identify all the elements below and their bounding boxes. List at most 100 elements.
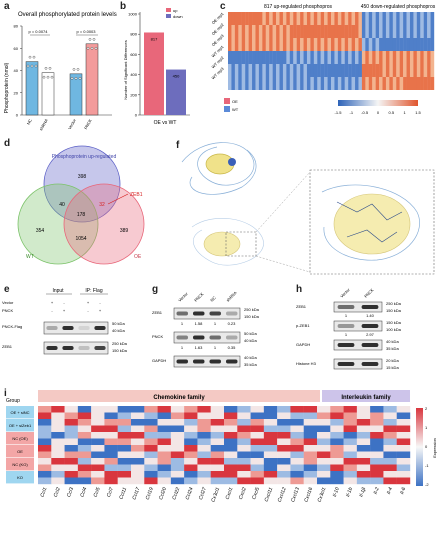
venn-label-wt: WT: [26, 254, 34, 260]
i-cell: [91, 471, 105, 478]
i-cell: [343, 464, 358, 472]
i-cell: [237, 412, 251, 420]
i-cell: [117, 419, 132, 426]
i-cell: [157, 445, 172, 452]
c-cell: [385, 25, 390, 38]
c-cell: [406, 64, 411, 77]
i-cell: [370, 438, 384, 446]
panel-b-legend-up: up: [173, 8, 178, 13]
i-cell: [77, 471, 92, 478]
i-cell: [210, 438, 225, 446]
c-cell: [365, 64, 369, 77]
i-cell: [184, 438, 198, 446]
c-cell: [293, 38, 297, 51]
i-cell: [383, 464, 397, 472]
c-cell: [255, 77, 260, 90]
c-cell: [361, 38, 366, 51]
c-cell: [403, 38, 407, 51]
panel-label-c: c: [220, 1, 226, 12]
h-blot-label: ZEB1: [296, 304, 307, 309]
i-cell: [370, 406, 384, 413]
i-cell: [131, 477, 145, 485]
c-cell: [351, 64, 356, 77]
i-cell: [290, 458, 304, 465]
g-lane-label: shRNA: [225, 290, 238, 303]
i-cell: [250, 451, 265, 459]
i-cell: [277, 445, 291, 452]
venn-circle-wt: [17, 183, 99, 265]
i-cell: [197, 451, 211, 459]
c-cell: [276, 12, 280, 25]
c-cell: [265, 25, 270, 38]
h-marker: 35 kDa: [386, 346, 399, 351]
c-cell: [279, 25, 284, 38]
i-gene-label: Ccl17: [132, 486, 142, 500]
i-cell: [370, 458, 384, 465]
g-band: [192, 335, 205, 340]
i-cell: [317, 477, 331, 485]
i-cell: [117, 425, 132, 433]
c-cell: [231, 12, 236, 25]
c-cell: [300, 77, 304, 90]
c-cell: [420, 77, 424, 90]
i-cell: [131, 412, 145, 420]
interleukin-family-label: Interleukin family: [341, 395, 391, 401]
i-cell: [104, 412, 118, 420]
c-cell: [385, 12, 390, 25]
g-marker: 150 kDa: [244, 314, 260, 319]
i-cell: [396, 425, 411, 433]
c-cell: [317, 77, 321, 90]
g-quant: 1.63: [195, 345, 204, 350]
i-cell: [250, 419, 265, 426]
c-cell: [416, 25, 421, 38]
a-point: [86, 46, 90, 50]
c-cell: [430, 12, 435, 25]
i-gene-label: Il-6: [399, 486, 407, 495]
c-cell: [269, 12, 273, 25]
c-cell: [327, 12, 332, 25]
i-cell: [104, 464, 118, 472]
c-cell: [317, 12, 321, 25]
a-point: [42, 75, 46, 79]
c-cell: [375, 12, 380, 25]
i-cell: [51, 451, 65, 459]
i-cell: [343, 406, 358, 413]
c-cell: [430, 64, 435, 77]
c-cell: [282, 51, 287, 64]
i-gene-label: Il-2: [373, 486, 381, 495]
panel-i-heatmap: Group Chemokine family Interleukin famil…: [6, 390, 437, 503]
g-blot-GAPDH: [173, 355, 241, 368]
c-cell: [231, 64, 236, 77]
i-cell: [303, 438, 318, 446]
c-cell: [293, 77, 297, 90]
i-row-group-label: NC (OE): [12, 436, 28, 441]
i-cell: [64, 419, 79, 426]
venn-top-wt: 40: [59, 202, 65, 208]
i-cell: [330, 471, 344, 478]
i-cell: [330, 419, 344, 426]
g-band: [192, 359, 205, 364]
c-cell: [416, 12, 421, 25]
h-band: [361, 305, 379, 309]
i-cell: [250, 425, 265, 433]
e-row-label: Vector: [2, 300, 14, 305]
i-row-group: [6, 419, 34, 432]
g-blot-PNCK: [173, 331, 241, 344]
i-cell: [263, 451, 278, 459]
i-cell: [38, 412, 52, 420]
i-colorbar-tick: 2: [425, 406, 428, 411]
c-cell: [358, 12, 363, 25]
c-cell: [392, 25, 397, 38]
i-cell: [157, 406, 172, 413]
i-cell: [64, 477, 79, 485]
c-cell: [351, 12, 356, 25]
i-cell: [396, 412, 411, 420]
i-cell: [277, 432, 291, 439]
i-cell: [330, 412, 344, 420]
h-band: [361, 343, 379, 347]
h-blot-GAPDH: [333, 339, 383, 351]
c-cell: [262, 38, 266, 51]
panel-c-header-up: 817 up-regulated phosphopros: [264, 4, 333, 10]
panel-b-bars: 817 450: [144, 32, 186, 115]
panel-h-lane-labels: Vector PNCK: [339, 287, 375, 299]
